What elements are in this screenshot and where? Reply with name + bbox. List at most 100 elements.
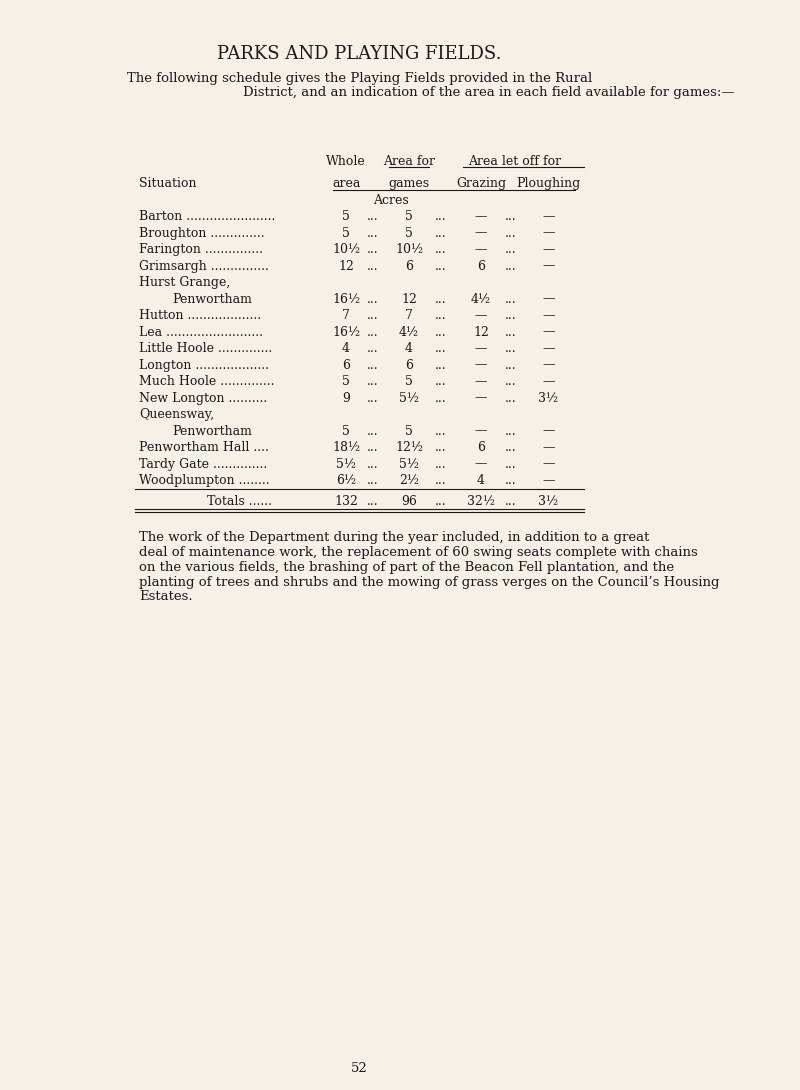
Text: 2½: 2½ [399, 474, 419, 487]
Text: ...: ... [505, 424, 516, 437]
Text: ...: ... [367, 326, 379, 339]
Text: ...: ... [434, 259, 446, 272]
Text: —: — [474, 210, 487, 223]
Text: —: — [474, 308, 487, 322]
Text: —: — [542, 474, 554, 487]
Text: ...: ... [505, 243, 516, 256]
Text: ...: ... [434, 458, 446, 471]
Text: —: — [542, 210, 554, 223]
Text: 4: 4 [477, 474, 485, 487]
Text: Penwortham: Penwortham [172, 292, 252, 305]
Text: ...: ... [367, 375, 379, 388]
Text: —: — [474, 342, 487, 355]
Text: Longton ...................: Longton ................... [139, 359, 270, 372]
Text: ...: ... [434, 308, 446, 322]
Text: 5: 5 [342, 375, 350, 388]
Text: Totals ......: Totals ...... [206, 495, 272, 508]
Text: ...: ... [367, 210, 379, 223]
Text: Estates.: Estates. [139, 591, 193, 604]
Text: —: — [542, 359, 554, 372]
Text: The work of the Department during the year included, in addition to a great: The work of the Department during the ye… [139, 531, 650, 544]
Text: ...: ... [367, 342, 379, 355]
Text: ...: ... [434, 227, 446, 240]
Text: 3½: 3½ [538, 391, 558, 404]
Text: ...: ... [505, 441, 516, 455]
Text: 12: 12 [473, 326, 489, 339]
Text: 12: 12 [338, 259, 354, 272]
Text: 5: 5 [405, 375, 413, 388]
Text: ...: ... [367, 424, 379, 437]
Text: ...: ... [367, 359, 379, 372]
Text: 5: 5 [405, 227, 413, 240]
Text: ...: ... [434, 326, 446, 339]
Text: The following schedule gives the Playing Fields provided in the Rural: The following schedule gives the Playing… [127, 72, 592, 85]
Text: ...: ... [434, 474, 446, 487]
Text: Lea .........................: Lea ......................... [139, 326, 263, 339]
Text: —: — [542, 259, 554, 272]
Text: —: — [474, 458, 487, 471]
Text: Farington ...............: Farington ............... [139, 243, 263, 256]
Text: 9: 9 [342, 391, 350, 404]
Text: 5: 5 [405, 424, 413, 437]
Text: —: — [542, 326, 554, 339]
Text: 6: 6 [405, 259, 413, 272]
Text: Area let off for: Area let off for [468, 155, 561, 168]
Text: 4½: 4½ [399, 326, 419, 339]
Text: 4: 4 [405, 342, 413, 355]
Text: —: — [542, 441, 554, 455]
Text: —: — [474, 391, 487, 404]
Text: ...: ... [505, 458, 516, 471]
Text: 6½: 6½ [336, 474, 356, 487]
Text: Penwortham: Penwortham [172, 424, 252, 437]
Text: ...: ... [434, 495, 446, 508]
Text: ...: ... [505, 342, 516, 355]
Text: Whole: Whole [326, 155, 366, 168]
Text: ...: ... [505, 227, 516, 240]
Text: games: games [389, 177, 430, 190]
Text: 10½: 10½ [332, 243, 360, 256]
Text: 7: 7 [405, 308, 413, 322]
Text: ...: ... [367, 495, 379, 508]
Text: ...: ... [505, 292, 516, 305]
Text: ...: ... [367, 391, 379, 404]
Text: 4½: 4½ [471, 292, 491, 305]
Text: 96: 96 [401, 495, 417, 508]
Text: ...: ... [367, 227, 379, 240]
Text: ...: ... [434, 391, 446, 404]
Text: ...: ... [505, 326, 516, 339]
Text: Area for: Area for [383, 155, 435, 168]
Text: ...: ... [434, 424, 446, 437]
Text: ...: ... [505, 259, 516, 272]
Text: ...: ... [367, 243, 379, 256]
Text: —: — [474, 359, 487, 372]
Text: 6: 6 [477, 259, 485, 272]
Text: Tardy Gate ..............: Tardy Gate .............. [139, 458, 267, 471]
Text: —: — [474, 424, 487, 437]
Text: ...: ... [505, 308, 516, 322]
Text: 32½: 32½ [467, 495, 495, 508]
Text: Penwortham Hall ....: Penwortham Hall .... [139, 441, 270, 455]
Text: Woodplumpton ........: Woodplumpton ........ [139, 474, 270, 487]
Text: ...: ... [434, 359, 446, 372]
Text: —: — [542, 342, 554, 355]
Text: ...: ... [434, 210, 446, 223]
Text: ...: ... [367, 441, 379, 455]
Text: 6: 6 [477, 441, 485, 455]
Text: Broughton ..............: Broughton .............. [139, 227, 265, 240]
Text: Little Hoole ..............: Little Hoole .............. [139, 342, 273, 355]
Text: ...: ... [434, 375, 446, 388]
Text: planting of trees and shrubs and the mowing of grass verges on the Council’s Hou: planting of trees and shrubs and the mow… [139, 576, 720, 589]
Text: District, and an indication of the area in each field available for games:—: District, and an indication of the area … [242, 86, 734, 99]
Text: 5½: 5½ [336, 458, 356, 471]
Text: area: area [332, 177, 360, 190]
Text: 5: 5 [405, 210, 413, 223]
Text: 5½: 5½ [399, 458, 419, 471]
Text: PARKS AND PLAYING FIELDS.: PARKS AND PLAYING FIELDS. [218, 45, 502, 63]
Text: ...: ... [367, 308, 379, 322]
Text: —: — [474, 375, 487, 388]
Text: 12: 12 [401, 292, 417, 305]
Text: 6: 6 [342, 359, 350, 372]
Text: on the various fields, the brashing of part of the Beacon Fell plantation, and t: on the various fields, the brashing of p… [139, 560, 674, 573]
Text: Much Hoole ..............: Much Hoole .............. [139, 375, 275, 388]
Text: 10½: 10½ [395, 243, 423, 256]
